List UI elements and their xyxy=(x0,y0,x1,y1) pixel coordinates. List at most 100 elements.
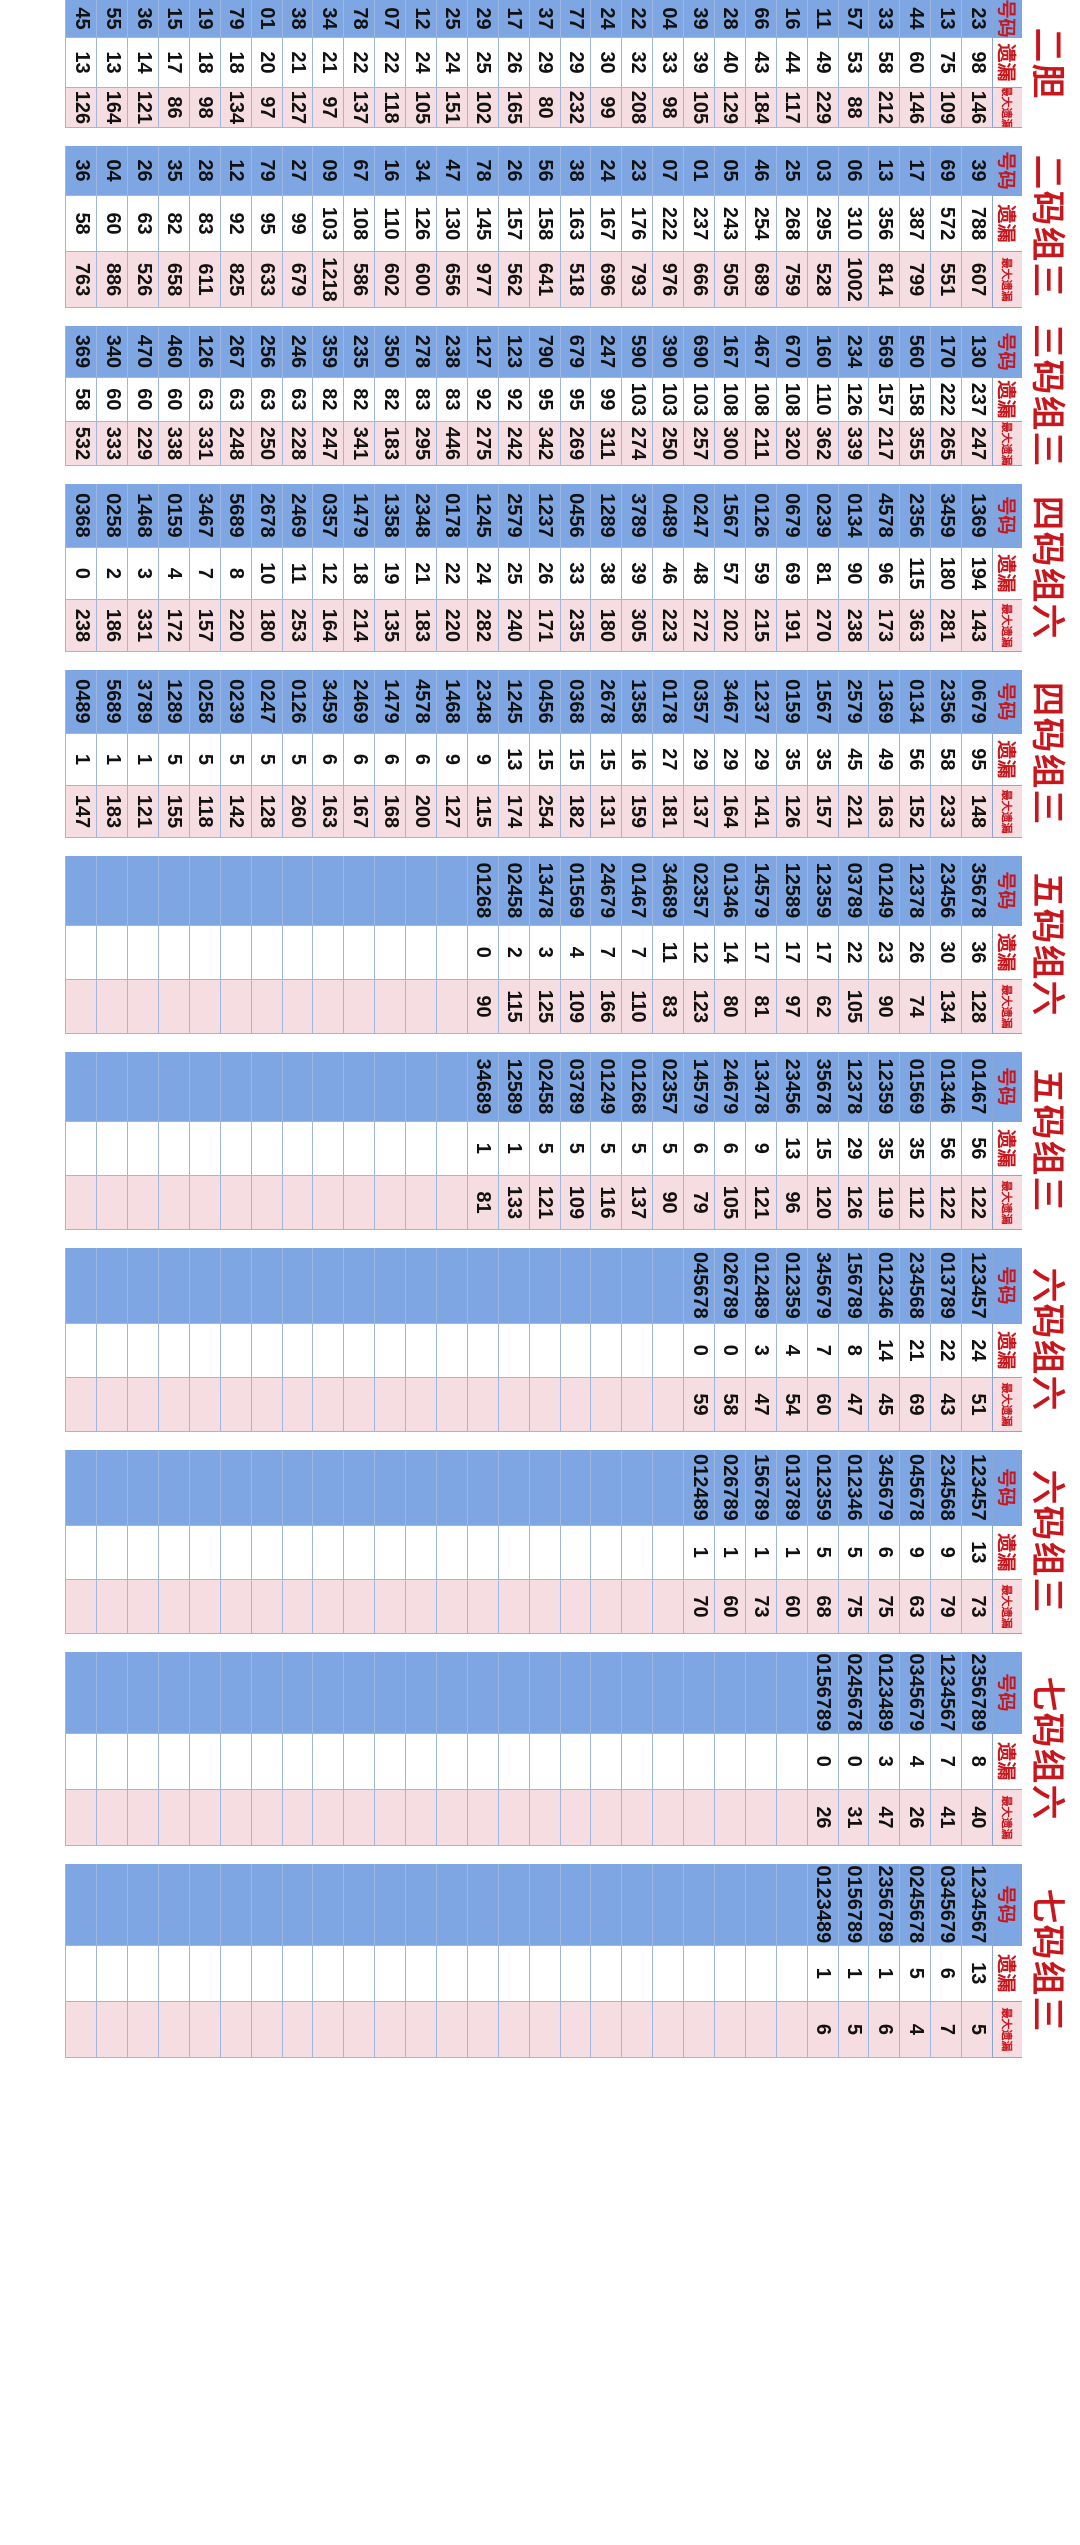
number-cell xyxy=(435,1052,467,1122)
omission-cell: 180 xyxy=(930,547,962,600)
table-row: 34 21 97 xyxy=(312,0,344,128)
omission-cell xyxy=(374,1323,406,1378)
omission-cell: 5 xyxy=(188,733,220,786)
max-omission-cell xyxy=(250,1789,282,1847)
number-cell xyxy=(343,1052,375,1122)
column-header: 最大遗漏 xyxy=(992,1579,1022,1635)
omission-cell: 13 xyxy=(775,1121,807,1176)
max-omission-cell: 275 xyxy=(466,421,498,467)
number-cell: 17 xyxy=(899,146,931,197)
group-title: 七码组三 xyxy=(1022,1864,1080,2058)
max-omission-cell: 528 xyxy=(806,252,838,309)
column-header: 最大遗漏 xyxy=(992,1377,1022,1433)
max-omission-cell xyxy=(188,1175,220,1230)
table-row xyxy=(127,1864,158,2059)
omission-cell: 3 xyxy=(744,1323,776,1378)
table-row: 690 103 257 xyxy=(683,326,714,467)
omission-cell xyxy=(405,1323,436,1378)
omission-cell: 7 xyxy=(188,547,220,600)
number-cell: 1358 xyxy=(374,484,406,548)
table-row: 0123489 3 47 xyxy=(868,1652,900,1847)
number-cell xyxy=(590,1864,622,1946)
table-row: 2356 115 363 xyxy=(899,484,931,653)
table-row: 01467 7 110 xyxy=(621,856,653,1034)
max-omission-cell: 274 xyxy=(621,421,653,467)
max-omission-cell xyxy=(250,1579,282,1635)
number-cell xyxy=(528,1652,560,1734)
max-omission-cell xyxy=(621,1789,653,1847)
max-omission-cell xyxy=(281,1377,313,1433)
max-omission-cell: 5 xyxy=(961,2001,992,2059)
number-cell: 12359 xyxy=(806,856,838,926)
omission-cell: 194 xyxy=(961,547,992,600)
omission-cell: 21 xyxy=(281,38,313,88)
max-omission-cell: 112 xyxy=(899,1175,931,1230)
number-cell: 0123489 xyxy=(806,1864,838,1946)
number-cell xyxy=(497,1248,529,1324)
table-row: 24679 7 166 xyxy=(590,856,622,1034)
table-row: 37 29 80 xyxy=(528,0,560,128)
table-row: 0679 95 148 xyxy=(961,670,992,839)
max-omission-cell: 270 xyxy=(806,599,838,653)
number-cell: 123457 xyxy=(961,1450,992,1526)
max-omission-cell: 128 xyxy=(961,979,992,1034)
table-row: 07 222 976 xyxy=(652,146,684,309)
omission-cell: 26 xyxy=(899,925,931,980)
table-row: 12 92 825 xyxy=(219,146,251,309)
table-row xyxy=(219,1652,251,1847)
max-omission-cell xyxy=(590,1789,622,1847)
table-row xyxy=(405,1052,436,1230)
omission-cell: 92 xyxy=(497,377,529,422)
table-row xyxy=(435,1864,467,2059)
column-header: 号码 xyxy=(992,856,1022,926)
max-omission-cell: 142 xyxy=(219,785,251,839)
column-header-row: 号码 遗漏 最大遗漏 xyxy=(992,1450,1022,1635)
number-cell: 02458 xyxy=(528,1052,560,1122)
table-row xyxy=(405,1248,436,1433)
number-cell: 01467 xyxy=(621,856,653,926)
number-cell: 045678 xyxy=(683,1248,714,1324)
number-cell: 78 xyxy=(466,146,498,197)
column-header: 遗漏 xyxy=(992,1121,1022,1176)
number-cell xyxy=(188,1248,220,1324)
number-cell xyxy=(250,1248,282,1324)
group-table: 五码组六 号码 遗漏 最大遗漏 35678 36 128 23456 30 134 12378 26 7… xyxy=(0,856,1080,1034)
omission-cell: 40 xyxy=(713,38,745,88)
max-omission-cell: 126 xyxy=(65,87,97,128)
table-row: 156789 8 47 xyxy=(837,1248,869,1433)
max-omission-cell xyxy=(188,2001,220,2059)
omission-cell xyxy=(497,1323,529,1378)
omission-cell: 295 xyxy=(806,196,838,253)
max-omission-cell: 54 xyxy=(775,1377,807,1433)
omission-cell xyxy=(559,1945,591,2002)
table-row xyxy=(127,856,158,1034)
number-cell: 23 xyxy=(961,0,992,39)
table-row: 19 18 98 xyxy=(188,0,220,128)
table-row: 0245678 0 31 xyxy=(837,1652,869,1847)
omission-cell: 5 xyxy=(652,1121,684,1176)
table-row xyxy=(188,1248,220,1433)
number-cell: 1237 xyxy=(528,484,560,548)
table-row xyxy=(127,1052,158,1230)
number-cell xyxy=(96,1052,128,1122)
omission-cell: 18 xyxy=(343,547,375,600)
number-cell xyxy=(281,1052,313,1122)
max-omission-cell xyxy=(405,2001,436,2059)
omission-cell xyxy=(343,925,375,980)
omission-cell: 13 xyxy=(96,38,128,88)
omission-cell: 1 xyxy=(868,1945,900,2002)
max-omission-cell xyxy=(435,1175,467,1230)
number-cell: 02357 xyxy=(683,856,714,926)
column-header: 最大遗漏 xyxy=(992,87,1022,128)
number-cell xyxy=(219,1652,251,1734)
table-row: 04 60 886 xyxy=(96,146,128,309)
max-omission-cell: 152 xyxy=(899,785,931,839)
max-omission-cell xyxy=(219,1789,251,1847)
max-omission-cell xyxy=(65,2001,97,2059)
table-row xyxy=(281,1052,313,1230)
column-header: 遗漏 xyxy=(992,1525,1022,1580)
number-cell xyxy=(713,1652,745,1734)
number-cell: 19 xyxy=(188,0,220,39)
max-omission-cell: 4 xyxy=(899,2001,931,2059)
table-row xyxy=(590,1864,622,2059)
